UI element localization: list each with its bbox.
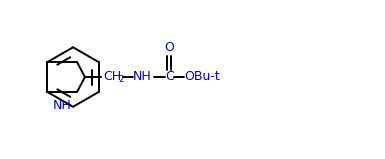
Text: OBu-t: OBu-t bbox=[184, 69, 220, 83]
Text: CH: CH bbox=[103, 69, 121, 83]
Text: NH: NH bbox=[53, 99, 72, 112]
Text: NH: NH bbox=[132, 69, 151, 83]
Text: O: O bbox=[164, 41, 174, 54]
Text: 2: 2 bbox=[119, 76, 124, 84]
Text: C: C bbox=[165, 69, 174, 83]
